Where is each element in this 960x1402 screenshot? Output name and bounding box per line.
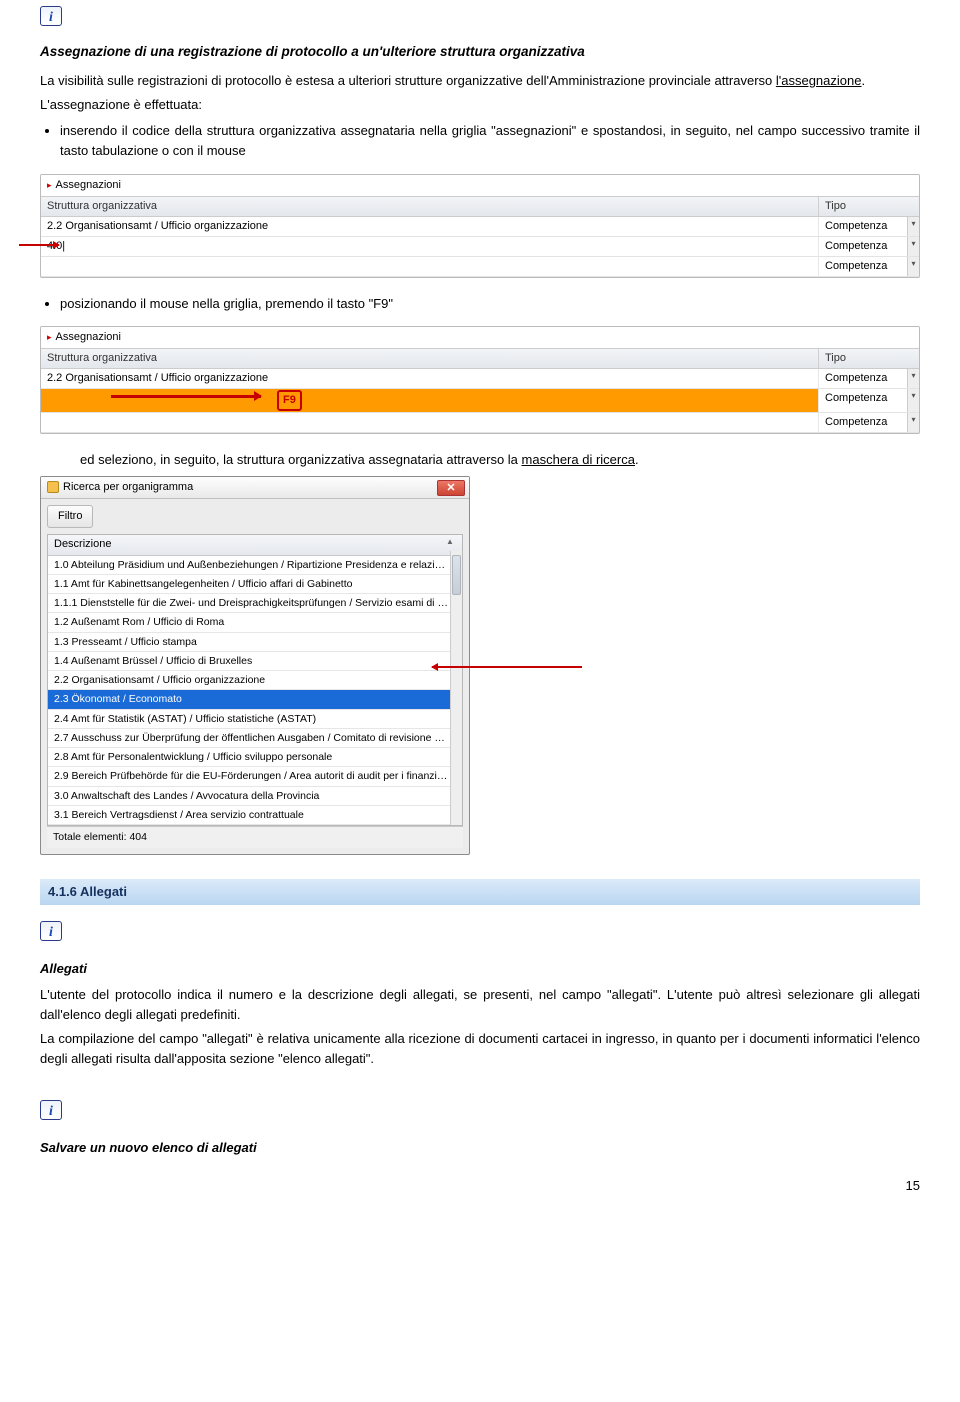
list-item[interactable]: 2.3 Ökonomat / Economato <box>48 690 462 709</box>
scrollbar-thumb[interactable] <box>452 555 461 595</box>
result-list: Descrizione ▲ 1.0 Abteilung Präsidium un… <box>47 534 463 826</box>
text: . <box>635 452 639 467</box>
scrollbar[interactable] <box>450 551 462 825</box>
cell-empty <box>41 413 819 432</box>
cell-tipo: Competenza <box>819 413 907 432</box>
section-heading: 4.1.6 Allegati <box>40 879 920 905</box>
list-item[interactable]: 2.8 Amt für Personalentwicklung / Uffici… <box>48 748 462 767</box>
cell-tipo: Competenza <box>819 217 907 236</box>
red-arrow-icon <box>111 395 261 398</box>
grid-row-empty[interactable]: Competenza ▾ <box>41 257 919 277</box>
paragraph: La compilazione del campo "allegati" è r… <box>40 1029 920 1069</box>
list-item: inserendo il codice della struttura orga… <box>60 121 920 161</box>
grid-section-label: ▸Assegnazioni <box>41 175 919 196</box>
cell-struttura: 2.2 Organisationsamt / Ufficio organizza… <box>41 217 819 236</box>
col-descrizione: Descrizione <box>54 536 111 553</box>
subheading: Salvare un nuovo elenco di allegati <box>40 1138 920 1158</box>
red-arrow-icon <box>19 244 59 246</box>
grid-row-empty[interactable]: Competenza ▾ <box>41 413 919 433</box>
list-item[interactable]: 3.1 Bereich Vertragsdienst / Area serviz… <box>48 806 462 825</box>
cell-tipo: Competenza <box>819 257 907 276</box>
text: . <box>861 73 865 88</box>
cell-tipo: Competenza <box>819 389 907 412</box>
dialog-icon <box>47 481 59 493</box>
list-item[interactable]: 2.7 Ausschuss zur Überprüfung der öffent… <box>48 729 462 748</box>
red-arrow-icon <box>432 666 582 668</box>
totale-label: Totale elementi: 404 <box>47 826 463 847</box>
list-item[interactable]: 2.9 Bereich Prüfbehörde für die EU-Förde… <box>48 767 462 786</box>
search-dialog: Ricerca per organigramma ✕ Filtro Descri… <box>40 476 470 854</box>
cell-input[interactable]: 4.0| <box>41 237 819 256</box>
label-text: Assegnazioni <box>56 331 121 343</box>
bullet-list: posizionando il mouse nella griglia, pre… <box>60 294 920 314</box>
list-item[interactable]: 1.2 Außenamt Rom / Ufficio di Roma <box>48 613 462 632</box>
f9-badge: F9 <box>277 390 302 411</box>
cell-struttura: 2.2 Organisationsamt / Ufficio organizza… <box>41 369 819 388</box>
col-tipo: Tipo <box>819 197 919 216</box>
list-item[interactable]: 2.2 Organisationsamt / Ufficio organizza… <box>48 671 462 690</box>
col-struttura: Struttura organizzativa <box>41 349 819 368</box>
dropdown-icon[interactable]: ▾ <box>907 217 919 236</box>
subheading: Allegati <box>40 959 920 979</box>
cell-tipo: Competenza <box>819 369 907 388</box>
info-icon <box>40 6 62 26</box>
text: La visibilità sulle registrazioni di pro… <box>40 73 776 88</box>
grid-row[interactable]: 2.2 Organisationsamt / Ufficio organizza… <box>41 217 919 237</box>
list-header: Descrizione ▲ <box>48 535 462 555</box>
grid-section-label: ▸Assegnazioni <box>41 327 919 348</box>
paragraph: La visibilità sulle registrazioni di pro… <box>40 71 920 91</box>
dialog-title-text: Ricerca per organigramma <box>47 479 193 496</box>
list-item[interactable]: 1.4 Außenamt Brüssel / Ufficio di Bruxel… <box>48 652 462 671</box>
grid-row[interactable]: 2.2 Organisationsamt / Ufficio organizza… <box>41 369 919 389</box>
title-label: Ricerca per organigramma <box>63 481 193 493</box>
label-text: Assegnazioni <box>56 179 121 191</box>
section-title: Assegnazione di una registrazione di pro… <box>40 42 920 63</box>
grid-row-highlight[interactable]: F9 Competenza ▾ <box>41 389 919 413</box>
list-item[interactable]: 1.3 Presseamt / Ufficio stampa <box>48 633 462 652</box>
paragraph: L'assegnazione è effettuata: <box>40 95 920 115</box>
filtro-button[interactable]: Filtro <box>47 505 93 528</box>
grid-header: Struttura organizzativa Tipo <box>41 348 919 369</box>
list-item[interactable]: 1.0 Abteilung Präsidium und Außenbeziehu… <box>48 556 462 575</box>
dropdown-icon[interactable]: ▾ <box>907 369 919 388</box>
cell-highlight[interactable]: F9 <box>41 389 819 412</box>
grid-row-input[interactable]: 4.0| Competenza ▾ <box>41 237 919 257</box>
assegnazioni-grid-1: ▸Assegnazioni Struttura organizzativa Ti… <box>40 174 920 278</box>
assegnazioni-grid-2: ▸Assegnazioni Struttura organizzativa Ti… <box>40 326 920 434</box>
list-item[interactable]: 1.1 Amt für Kabinettsangelegenheiten / U… <box>48 575 462 594</box>
dropdown-icon[interactable]: ▾ <box>907 237 919 256</box>
grid-header: Struttura organizzativa Tipo <box>41 196 919 217</box>
list-items-container: 1.0 Abteilung Präsidium und Außenbeziehu… <box>48 556 462 826</box>
paragraph: ed seleziono, in seguito, la struttura o… <box>80 450 920 470</box>
dialog-titlebar: Ricerca per organigramma ✕ <box>41 477 469 499</box>
list-item[interactable]: 3.0 Anwaltschaft des Landes / Avvocatura… <box>48 787 462 806</box>
col-tipo: Tipo <box>819 349 919 368</box>
cell-empty <box>41 257 819 276</box>
dropdown-icon[interactable]: ▾ <box>907 389 919 412</box>
text: ed seleziono, in seguito, la struttura o… <box>80 452 522 467</box>
list-item: posizionando il mouse nella griglia, pre… <box>60 294 920 314</box>
dropdown-icon[interactable]: ▾ <box>907 257 919 276</box>
paragraph: L'utente del protocollo indica il numero… <box>40 985 920 1025</box>
close-button[interactable]: ✕ <box>437 480 465 496</box>
list-item[interactable]: 1.1.1 Dienststelle für die Zwei- und Dre… <box>48 594 462 613</box>
dropdown-icon[interactable]: ▾ <box>907 413 919 432</box>
dialog-body: Filtro Descrizione ▲ 1.0 Abteilung Präsi… <box>41 499 469 853</box>
col-struttura: Struttura organizzativa <box>41 197 819 216</box>
cell-tipo: Competenza <box>819 237 907 256</box>
bullet-list: inserendo il codice della struttura orga… <box>60 121 920 161</box>
page-number: 15 <box>40 1176 920 1196</box>
list-item[interactable]: 2.4 Amt für Statistik (ASTAT) / Ufficio … <box>48 710 462 729</box>
info-icon <box>40 921 62 941</box>
underline-text: l'assegnazione <box>776 73 862 88</box>
info-icon <box>40 1100 62 1120</box>
underline-text: maschera di ricerca <box>522 452 635 467</box>
